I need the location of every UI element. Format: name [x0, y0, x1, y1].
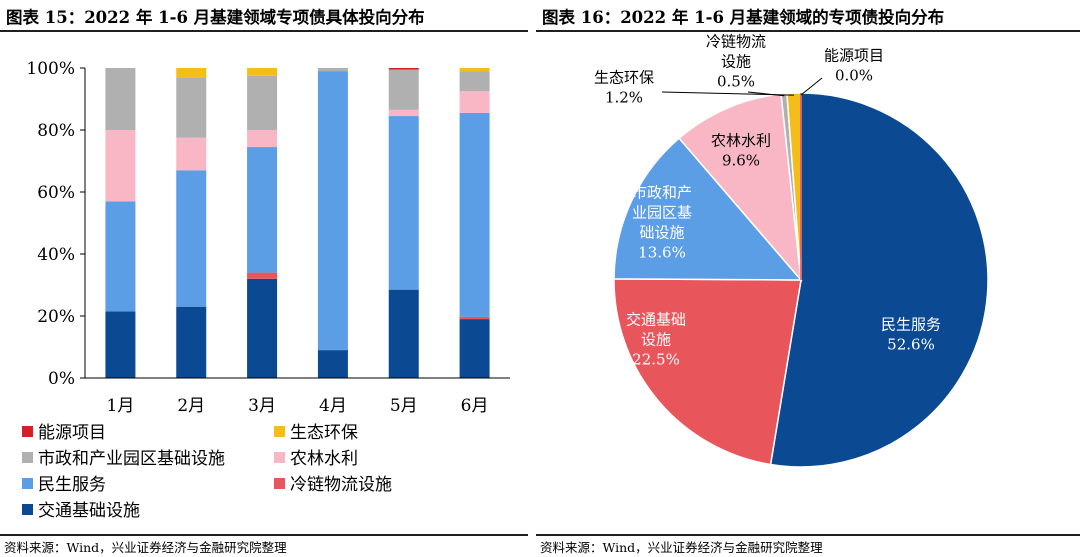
source-note: 资料来源：Wind，兴业证券经济与金融研究院整理	[540, 540, 823, 555]
slice-label: 础设施	[639, 223, 684, 241]
pie-slice	[769, 92, 989, 468]
bar-segment	[176, 137, 207, 171]
chart-title: 图表 16：2022 年 1-6 月基建领域的专项债投向分布	[542, 8, 945, 27]
bar-segment	[247, 75, 278, 130]
bar-segment	[176, 306, 207, 378]
legend-label: 民生服务	[38, 475, 106, 495]
legend-label: 生态环保	[290, 423, 358, 443]
x-tick-label: 1月	[107, 396, 135, 416]
slice-value-label: 0.0%	[835, 66, 873, 84]
legend-swatch	[274, 478, 285, 489]
slice-label: 农林水利	[711, 131, 771, 149]
legend-label: 市政和产业园区基础设施	[38, 449, 225, 469]
slice-label: 业园区基	[632, 203, 692, 221]
bar-segment	[459, 112, 490, 317]
bar-segment	[247, 68, 278, 76]
bar-segment	[459, 68, 490, 72]
left-chart-panel: 图表 15：2022 年 1-6 月基建领域专项债具体投向分布 0% 20% 40%…	[0, 0, 528, 557]
bar-segment	[176, 170, 207, 307]
chart-title: 图表 15：2022 年 1-6 月基建领域专项债具体投向分布	[6, 8, 425, 27]
source-note: 资料来源：Wind，兴业证券经济与金融研究院整理	[4, 540, 287, 555]
bar-segment	[459, 316, 490, 320]
bar-segment	[317, 71, 348, 351]
bar-segment	[388, 69, 419, 110]
leader-line	[800, 77, 823, 96]
bar-segment	[105, 130, 136, 202]
slice-value-label: 9.6%	[722, 151, 760, 169]
pie-chart: 民生服务52.6%交通基础设施22.5%市政和产业园区基础设施13.6%农林水利…	[594, 32, 989, 468]
bar-segment	[176, 68, 207, 78]
source-divider	[0, 534, 528, 536]
bar-segment	[317, 350, 348, 378]
slice-label: 设施	[641, 330, 671, 348]
bar-segment	[176, 77, 207, 138]
legend-label: 能源项目	[38, 423, 106, 443]
bar-segment	[247, 272, 278, 279]
legend-label: 农林水利	[290, 449, 358, 469]
bar-segment	[388, 109, 419, 117]
y-tick-label: 80%	[37, 121, 75, 141]
bar-segment	[247, 278, 278, 378]
slice-label: 能源项目	[824, 46, 884, 64]
legend-label: 冷链物流设施	[290, 475, 392, 495]
y-tick-label: 40%	[37, 245, 75, 265]
bar-segment	[247, 130, 278, 148]
bar-segment	[459, 319, 490, 378]
title-divider	[0, 30, 528, 32]
bar-segment	[388, 68, 419, 70]
slice-value-label: 13.6%	[638, 243, 686, 261]
slice-label: 生态环保	[594, 68, 654, 86]
leader-line	[661, 91, 795, 96]
bar-segment	[459, 91, 490, 113]
slice-label: 冷链物流	[706, 32, 766, 50]
legend-swatch	[274, 426, 285, 437]
slice-label: 市政和产	[632, 183, 692, 201]
bar-segment	[105, 201, 136, 312]
slice-value-label: 0.5%	[717, 72, 755, 90]
slice-label: 民生服务	[881, 315, 941, 333]
pie-slice	[613, 137, 803, 281]
legend-swatch	[22, 426, 33, 437]
bar-segment	[105, 311, 136, 378]
slice-value-label: 52.6%	[887, 335, 935, 353]
y-tick-label: 20%	[37, 307, 75, 327]
y-tick-label: 100%	[26, 59, 75, 79]
y-tick-label: 0%	[48, 369, 75, 389]
x-tick-label: 3月	[248, 396, 276, 416]
source-divider	[536, 534, 1080, 536]
x-tick-label: 4月	[319, 396, 347, 416]
y-tick-label: 60%	[37, 183, 75, 203]
bar-segment	[105, 68, 136, 130]
bar-segment	[247, 147, 278, 273]
slice-label: 设施	[721, 52, 751, 70]
legend-swatch	[22, 452, 33, 463]
bar-segment	[317, 68, 348, 72]
x-tick-label: 2月	[177, 396, 205, 416]
legend-label: 交通基础设施	[38, 501, 140, 521]
title-divider	[536, 30, 1080, 32]
x-tick-label: 6月	[461, 396, 489, 416]
slice-label: 交通基础	[626, 310, 686, 328]
legend-swatch	[22, 478, 33, 489]
bar-segment	[388, 116, 419, 290]
bar-segment	[459, 71, 490, 92]
x-tick-label: 5月	[390, 396, 418, 416]
slice-value-label: 1.2%	[605, 88, 643, 106]
pie-slice	[613, 278, 802, 466]
right-chart-panel: 图表 16：2022 年 1-6 月基建领域的专项债投向分布 民生服务 52.6%…	[536, 0, 1080, 557]
legend-swatch	[22, 504, 33, 515]
bar-segment	[388, 289, 419, 378]
legend-swatch	[274, 452, 285, 463]
slice-value-label: 22.5%	[632, 350, 680, 368]
